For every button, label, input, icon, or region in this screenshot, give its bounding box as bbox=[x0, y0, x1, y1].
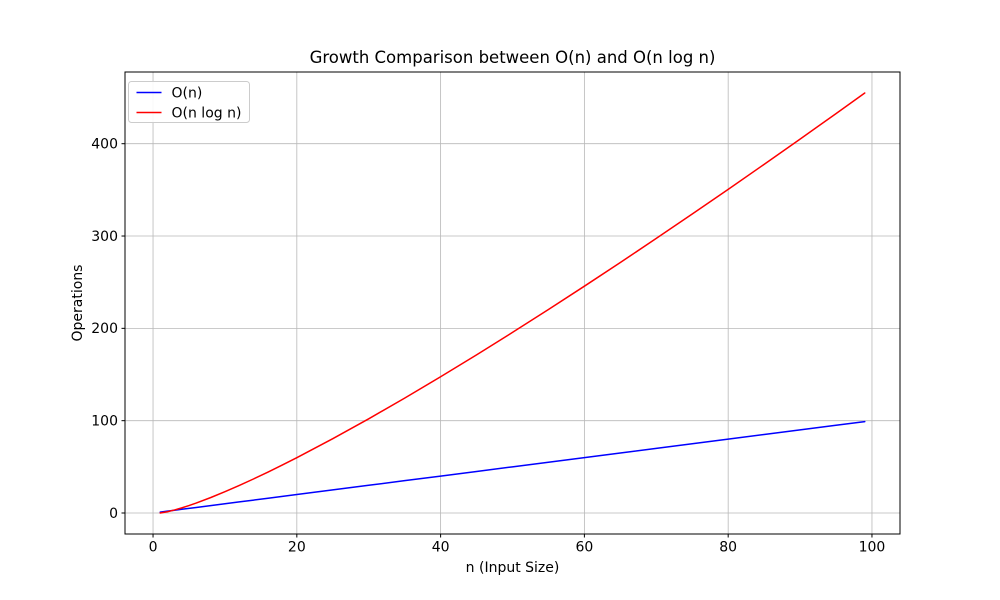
y-tick-label: 400 bbox=[91, 136, 118, 152]
x-tick-label: 40 bbox=[432, 540, 450, 556]
y-tick-label: 300 bbox=[91, 229, 118, 245]
y-tick-label: 100 bbox=[91, 413, 118, 429]
x-tick-label: 0 bbox=[149, 540, 158, 556]
axis-ticks: 0 20 40 60 80 100 0 100 200 300 400 bbox=[91, 136, 885, 555]
chart-title: Growth Comparison between O(n) and O(n l… bbox=[310, 48, 716, 67]
x-tick-label: 20 bbox=[288, 540, 306, 556]
legend-label: O(n log n) bbox=[172, 105, 242, 121]
legend-label: O(n) bbox=[172, 85, 203, 101]
plot-border bbox=[124, 71, 901, 535]
grid-lines bbox=[125, 72, 900, 534]
y-tick-label: 200 bbox=[91, 321, 118, 337]
x-tick-label: 100 bbox=[859, 540, 886, 556]
x-tick-label: 60 bbox=[575, 540, 593, 556]
series-lines bbox=[159, 92, 866, 514]
y-axis-label: Operations bbox=[70, 265, 86, 342]
legend: O(n) O(n log n) bbox=[128, 81, 250, 123]
series-line bbox=[159, 92, 866, 514]
y-tick-label: 0 bbox=[109, 506, 118, 522]
x-axis-label: n (Input Size) bbox=[466, 560, 560, 576]
x-tick-label: 80 bbox=[719, 540, 737, 556]
series-line bbox=[159, 420, 866, 513]
